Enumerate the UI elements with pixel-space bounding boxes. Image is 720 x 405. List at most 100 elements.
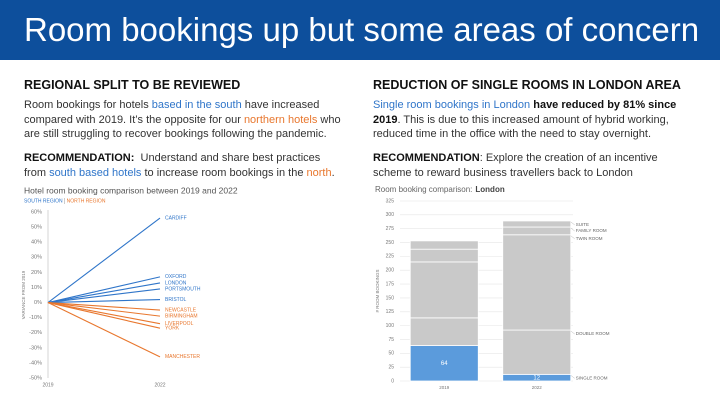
series-label: LIVERPOOL (165, 321, 194, 327)
series-line (47, 288, 161, 304)
text-run: Room bookings for hotels (24, 99, 152, 111)
text-run: RECOMMENDATION (373, 152, 480, 164)
y-tick-label: -10% (29, 315, 42, 321)
text-run: Understand and share best practices from (24, 152, 324, 179)
y-tick-label: 40% (31, 240, 42, 246)
series-label: YORK (165, 326, 180, 332)
bar-segment (502, 329, 572, 375)
y-axis-label: VARIANCE FROM 2019 (21, 270, 26, 319)
series-line (47, 282, 161, 304)
y-tick-label: 100 (386, 323, 395, 329)
text-run: who are still struggling to recover book… (24, 113, 344, 141)
series-label: OXFORD (165, 274, 187, 280)
series-label: DOUBLE ROOM (576, 331, 610, 336)
text-run: north (306, 166, 332, 179)
y-tick-label: 225 (386, 254, 395, 260)
series-line (47, 276, 161, 304)
text-run: to increase room bookings in the (141, 166, 307, 179)
series-line (47, 302, 161, 358)
y-tick-label: 50 (388, 351, 394, 357)
y-tick-label: 30% (31, 255, 42, 261)
bar-segment (502, 226, 572, 236)
y-tick-label: 50% (31, 225, 42, 231)
label-leader (570, 221, 575, 226)
paragraph: RECOMMENDATION: Understand and share bes… (24, 151, 342, 180)
series-label: BRISTOL (165, 297, 187, 303)
bar-segment (409, 261, 479, 319)
y-tick-label: 325 (386, 198, 395, 204)
y-axis-label: # ROOM BOOKINGS (375, 269, 380, 312)
chart-title: Room booking comparison: (375, 185, 472, 194)
text-run: have increased compared with 2019. It’s … (24, 99, 323, 126)
series-label: TWIN ROOM (576, 236, 603, 241)
chart-title: Hotel room booking comparison between 20… (24, 185, 238, 195)
text-run: based in the south (151, 99, 242, 111)
y-tick-label: -40% (29, 360, 42, 366)
data-label: 12 (533, 375, 540, 381)
y-tick-label: 20% (31, 270, 42, 276)
y-tick-label: -20% (29, 330, 42, 336)
y-tick-label: 75 (388, 337, 394, 343)
y-tick-label: -50% (29, 375, 42, 381)
series-line (47, 302, 161, 329)
label-leader (570, 330, 575, 335)
bar-segment (409, 248, 479, 263)
y-tick-label: 275 (386, 226, 395, 232)
text-run: Single room bookings in London (373, 99, 531, 111)
text-run: northern hotels (243, 113, 318, 126)
series-label: BIRMINGHAM (165, 313, 198, 319)
bar-segment (409, 345, 479, 382)
y-tick-label: 300 (386, 212, 395, 218)
series-label: NEWCASTLE (165, 307, 197, 313)
x-tick-label: 2022 (532, 385, 543, 390)
y-tick-label: 0% (34, 300, 42, 306)
bar-segment (502, 220, 572, 228)
y-tick-label: 250 (386, 240, 395, 246)
series-label: CARDIFF (165, 215, 187, 221)
text-run: RECOMMENDATION: (24, 152, 135, 164)
legend-label: NORTH REGION (67, 198, 106, 204)
series-line (47, 298, 161, 304)
y-tick-label: 25 (388, 364, 394, 370)
paragraph: RECOMMENDATION: Explore the creation of … (373, 151, 691, 180)
series-label: FAMILY ROOM (576, 228, 607, 233)
series-line (47, 301, 161, 311)
y-tick-label: 0 (391, 378, 394, 384)
y-tick-label: 200 (386, 268, 395, 274)
series-label: MANCHESTER (165, 354, 200, 360)
x-tick-label: 2022 (154, 382, 165, 388)
series-line (47, 217, 161, 303)
x-tick-label: 2019 (42, 382, 53, 388)
slide-title: Room bookings up but some areas of conce… (24, 11, 700, 48)
text-run: have reduced by 81% since 2019 (373, 99, 680, 126)
label-leader (570, 235, 575, 239)
paragraph: Room bookings for hotels based in the so… (24, 98, 342, 142)
header: Room bookings up but some areas of conce… (0, 0, 720, 60)
y-tick-label: 175 (386, 281, 395, 287)
y-tick-label: 150 (386, 295, 395, 301)
series-label: SINGLE ROOM (576, 376, 608, 381)
legend-label: SOUTH REGION (24, 198, 63, 204)
section-heading: REGIONAL SPLIT TO BE REVIEWED (24, 78, 241, 92)
y-tick-label: 10% (31, 285, 42, 291)
bar-segment (409, 317, 479, 346)
x-tick-label: 2019 (439, 385, 450, 390)
y-tick-label: 60% (31, 209, 42, 215)
text-run: . (331, 166, 335, 179)
section-heading: REDUCTION OF SINGLE ROOMS IN LONDON AREA (373, 78, 681, 92)
text-run: south based hotels (49, 166, 142, 179)
series-line (47, 301, 161, 317)
paragraph: Single room bookings in London have redu… (373, 98, 691, 142)
text-run: : Explore the creation of an incentive s… (373, 152, 661, 179)
bar-segment (502, 234, 572, 331)
label-leader (570, 375, 575, 379)
text-run: . This is due to this increased amount o… (373, 113, 672, 141)
chart-title-emphasis: London (475, 185, 504, 194)
series-label: PORTSMOUTH (165, 286, 201, 292)
y-tick-label: 125 (386, 309, 395, 315)
series-label: SUITE (576, 222, 589, 227)
label-leader (570, 227, 575, 232)
series-line (47, 302, 161, 325)
y-tick-label: -30% (29, 345, 42, 351)
